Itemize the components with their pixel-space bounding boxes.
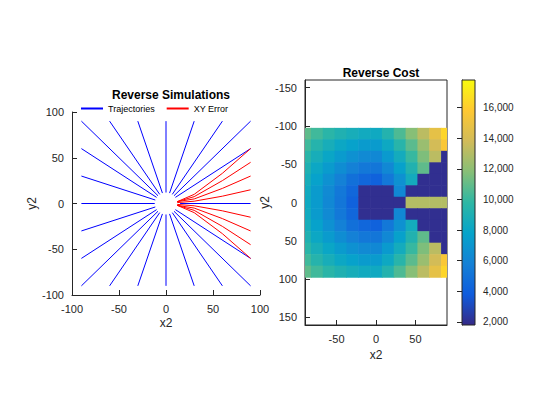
svg-text:100: 100 bbox=[46, 106, 64, 118]
svg-text:50: 50 bbox=[409, 333, 421, 345]
svg-text:0: 0 bbox=[163, 303, 169, 315]
svg-text:0: 0 bbox=[58, 198, 64, 210]
svg-text:14,000: 14,000 bbox=[483, 133, 514, 144]
svg-text:-50: -50 bbox=[281, 158, 297, 170]
svg-text:0: 0 bbox=[291, 197, 297, 209]
svg-text:-100: -100 bbox=[61, 303, 83, 315]
svg-text:y2: y2 bbox=[25, 197, 39, 210]
svg-text:Reverse Simulations: Reverse Simulations bbox=[112, 88, 230, 102]
svg-text:16,000: 16,000 bbox=[483, 102, 514, 113]
svg-text:x2: x2 bbox=[370, 348, 383, 362]
svg-text:150: 150 bbox=[279, 311, 297, 323]
svg-text:-150: -150 bbox=[275, 82, 297, 94]
svg-text:-50: -50 bbox=[48, 243, 64, 255]
svg-text:Trajectories: Trajectories bbox=[108, 104, 155, 114]
svg-text:-100: -100 bbox=[275, 120, 297, 132]
svg-text:XY Error: XY Error bbox=[194, 104, 228, 114]
svg-text:-50: -50 bbox=[329, 333, 345, 345]
svg-text:8,000: 8,000 bbox=[483, 225, 508, 236]
svg-text:x2: x2 bbox=[160, 316, 173, 330]
svg-text:100: 100 bbox=[251, 303, 269, 315]
svg-text:0: 0 bbox=[373, 333, 379, 345]
svg-text:10,000: 10,000 bbox=[483, 194, 514, 205]
svg-text:6,000: 6,000 bbox=[483, 255, 508, 266]
svg-text:100: 100 bbox=[279, 273, 297, 285]
svg-text:4,000: 4,000 bbox=[483, 286, 508, 297]
svg-text:2,000: 2,000 bbox=[483, 316, 508, 327]
svg-text:12,000: 12,000 bbox=[483, 163, 514, 174]
svg-text:50: 50 bbox=[207, 303, 219, 315]
svg-text:50: 50 bbox=[285, 235, 297, 247]
svg-text:50: 50 bbox=[52, 152, 64, 164]
svg-text:-50: -50 bbox=[111, 303, 127, 315]
svg-text:y2: y2 bbox=[258, 196, 272, 209]
svg-text:Reverse Cost: Reverse Cost bbox=[343, 66, 420, 80]
svg-text:-100: -100 bbox=[42, 289, 64, 301]
